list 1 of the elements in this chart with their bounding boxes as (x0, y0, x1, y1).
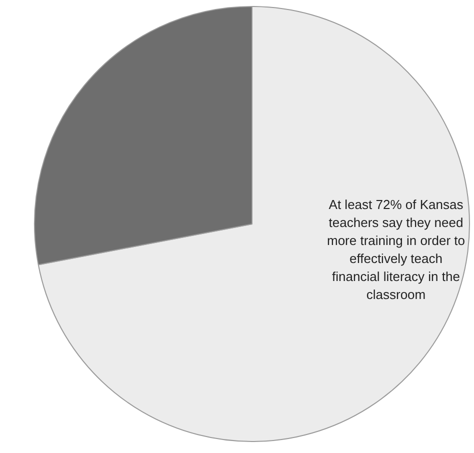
text: At least 72% of Kansas teachers say they need more training in order to effectively teach financial literacy in the classroom (326, 196, 466, 304)
